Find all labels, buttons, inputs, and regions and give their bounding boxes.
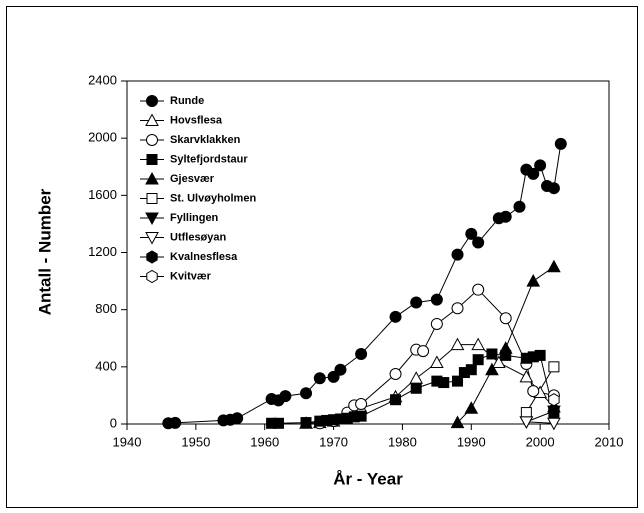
marker (313, 372, 326, 385)
legend-label: Kvitvær (170, 270, 212, 282)
marker (472, 236, 485, 249)
marker (451, 302, 464, 315)
marker (390, 394, 402, 406)
y-tick-label: 2400 (88, 72, 117, 87)
marker (327, 370, 340, 383)
marker (499, 312, 512, 325)
marker (526, 274, 541, 287)
y-axis-label: Antall - Number (35, 188, 54, 315)
marker (451, 248, 464, 261)
marker (389, 367, 402, 380)
legend-marker (146, 134, 158, 146)
marker (300, 387, 313, 400)
marker (547, 417, 561, 431)
marker (548, 403, 560, 417)
x-tick-label: 1950 (181, 434, 210, 449)
marker (464, 401, 479, 414)
legend-marker (145, 171, 159, 185)
figure-frame (6, 6, 638, 508)
marker (534, 349, 546, 361)
marker (520, 407, 532, 419)
legend-label: Runde (170, 95, 204, 107)
x-axis-label: År - Year (333, 469, 403, 488)
legend-marker (145, 212, 159, 226)
marker (334, 363, 347, 376)
y-tick-label: 1600 (88, 187, 117, 202)
marker (527, 385, 540, 398)
marker (409, 371, 424, 384)
legend-marker (146, 250, 158, 264)
legend-label: Utflesøyan (170, 231, 227, 243)
marker (450, 337, 465, 351)
x-tick-label: 1960 (250, 434, 279, 449)
marker (499, 210, 512, 223)
marker (527, 167, 540, 180)
legend-label: St. Ulvøyholmen (170, 192, 256, 204)
marker (547, 259, 561, 273)
x-tick-label: 1990 (457, 434, 486, 449)
marker (534, 159, 547, 172)
legend-marker (146, 95, 158, 107)
marker (513, 200, 526, 213)
legend-marker (146, 193, 158, 204)
marker (471, 337, 486, 351)
x-tick-label: 2000 (526, 434, 555, 449)
marker (231, 412, 244, 425)
marker (548, 361, 560, 373)
marker (548, 393, 560, 407)
marker (554, 137, 567, 150)
marker (410, 296, 423, 309)
marker (547, 182, 560, 195)
legend-label: Skarvklakken (170, 134, 241, 146)
marker (498, 341, 513, 354)
x-tick-label: 1980 (388, 434, 417, 449)
marker (430, 355, 444, 369)
marker (355, 397, 368, 410)
legend-marker (146, 269, 158, 284)
marker (465, 227, 478, 240)
marker (355, 347, 368, 360)
series-line (168, 143, 562, 424)
marker (472, 283, 485, 296)
marker (519, 369, 534, 383)
x-tick-label: 2010 (595, 434, 624, 449)
marker (450, 415, 465, 429)
marker (486, 348, 498, 360)
marker (519, 416, 534, 429)
legend-label: Hovsflesa (170, 114, 223, 126)
marker (169, 416, 182, 429)
marker (355, 410, 367, 422)
marker (485, 362, 499, 376)
marker (438, 377, 450, 389)
y-tick-label: 1200 (88, 244, 117, 259)
legend-marker (145, 113, 159, 126)
marker (472, 354, 484, 366)
y-tick-label: 0 (110, 415, 117, 430)
y-tick-label: 800 (95, 301, 117, 316)
marker (465, 364, 477, 376)
marker (279, 390, 292, 403)
legend-marker (146, 154, 158, 165)
legend-label: Kvalnesflesa (170, 251, 238, 263)
marker (272, 417, 284, 429)
x-tick-label: 1940 (113, 434, 142, 449)
y-tick-label: 2000 (88, 130, 117, 145)
marker (430, 317, 443, 330)
series-line (526, 421, 554, 424)
legend-label: Fyllingen (170, 212, 219, 224)
x-tick-label: 1970 (319, 434, 348, 449)
marker (452, 375, 464, 387)
marker (430, 293, 443, 306)
marker (389, 310, 402, 323)
marker (300, 417, 312, 429)
marker (410, 382, 422, 394)
legend-label: Gjesvær (170, 173, 215, 185)
marker (417, 345, 430, 358)
marker (491, 355, 506, 369)
legend-label: Syltefjordstaur (170, 153, 248, 165)
legend-marker (145, 232, 159, 245)
y-tick-label: 400 (95, 358, 117, 373)
